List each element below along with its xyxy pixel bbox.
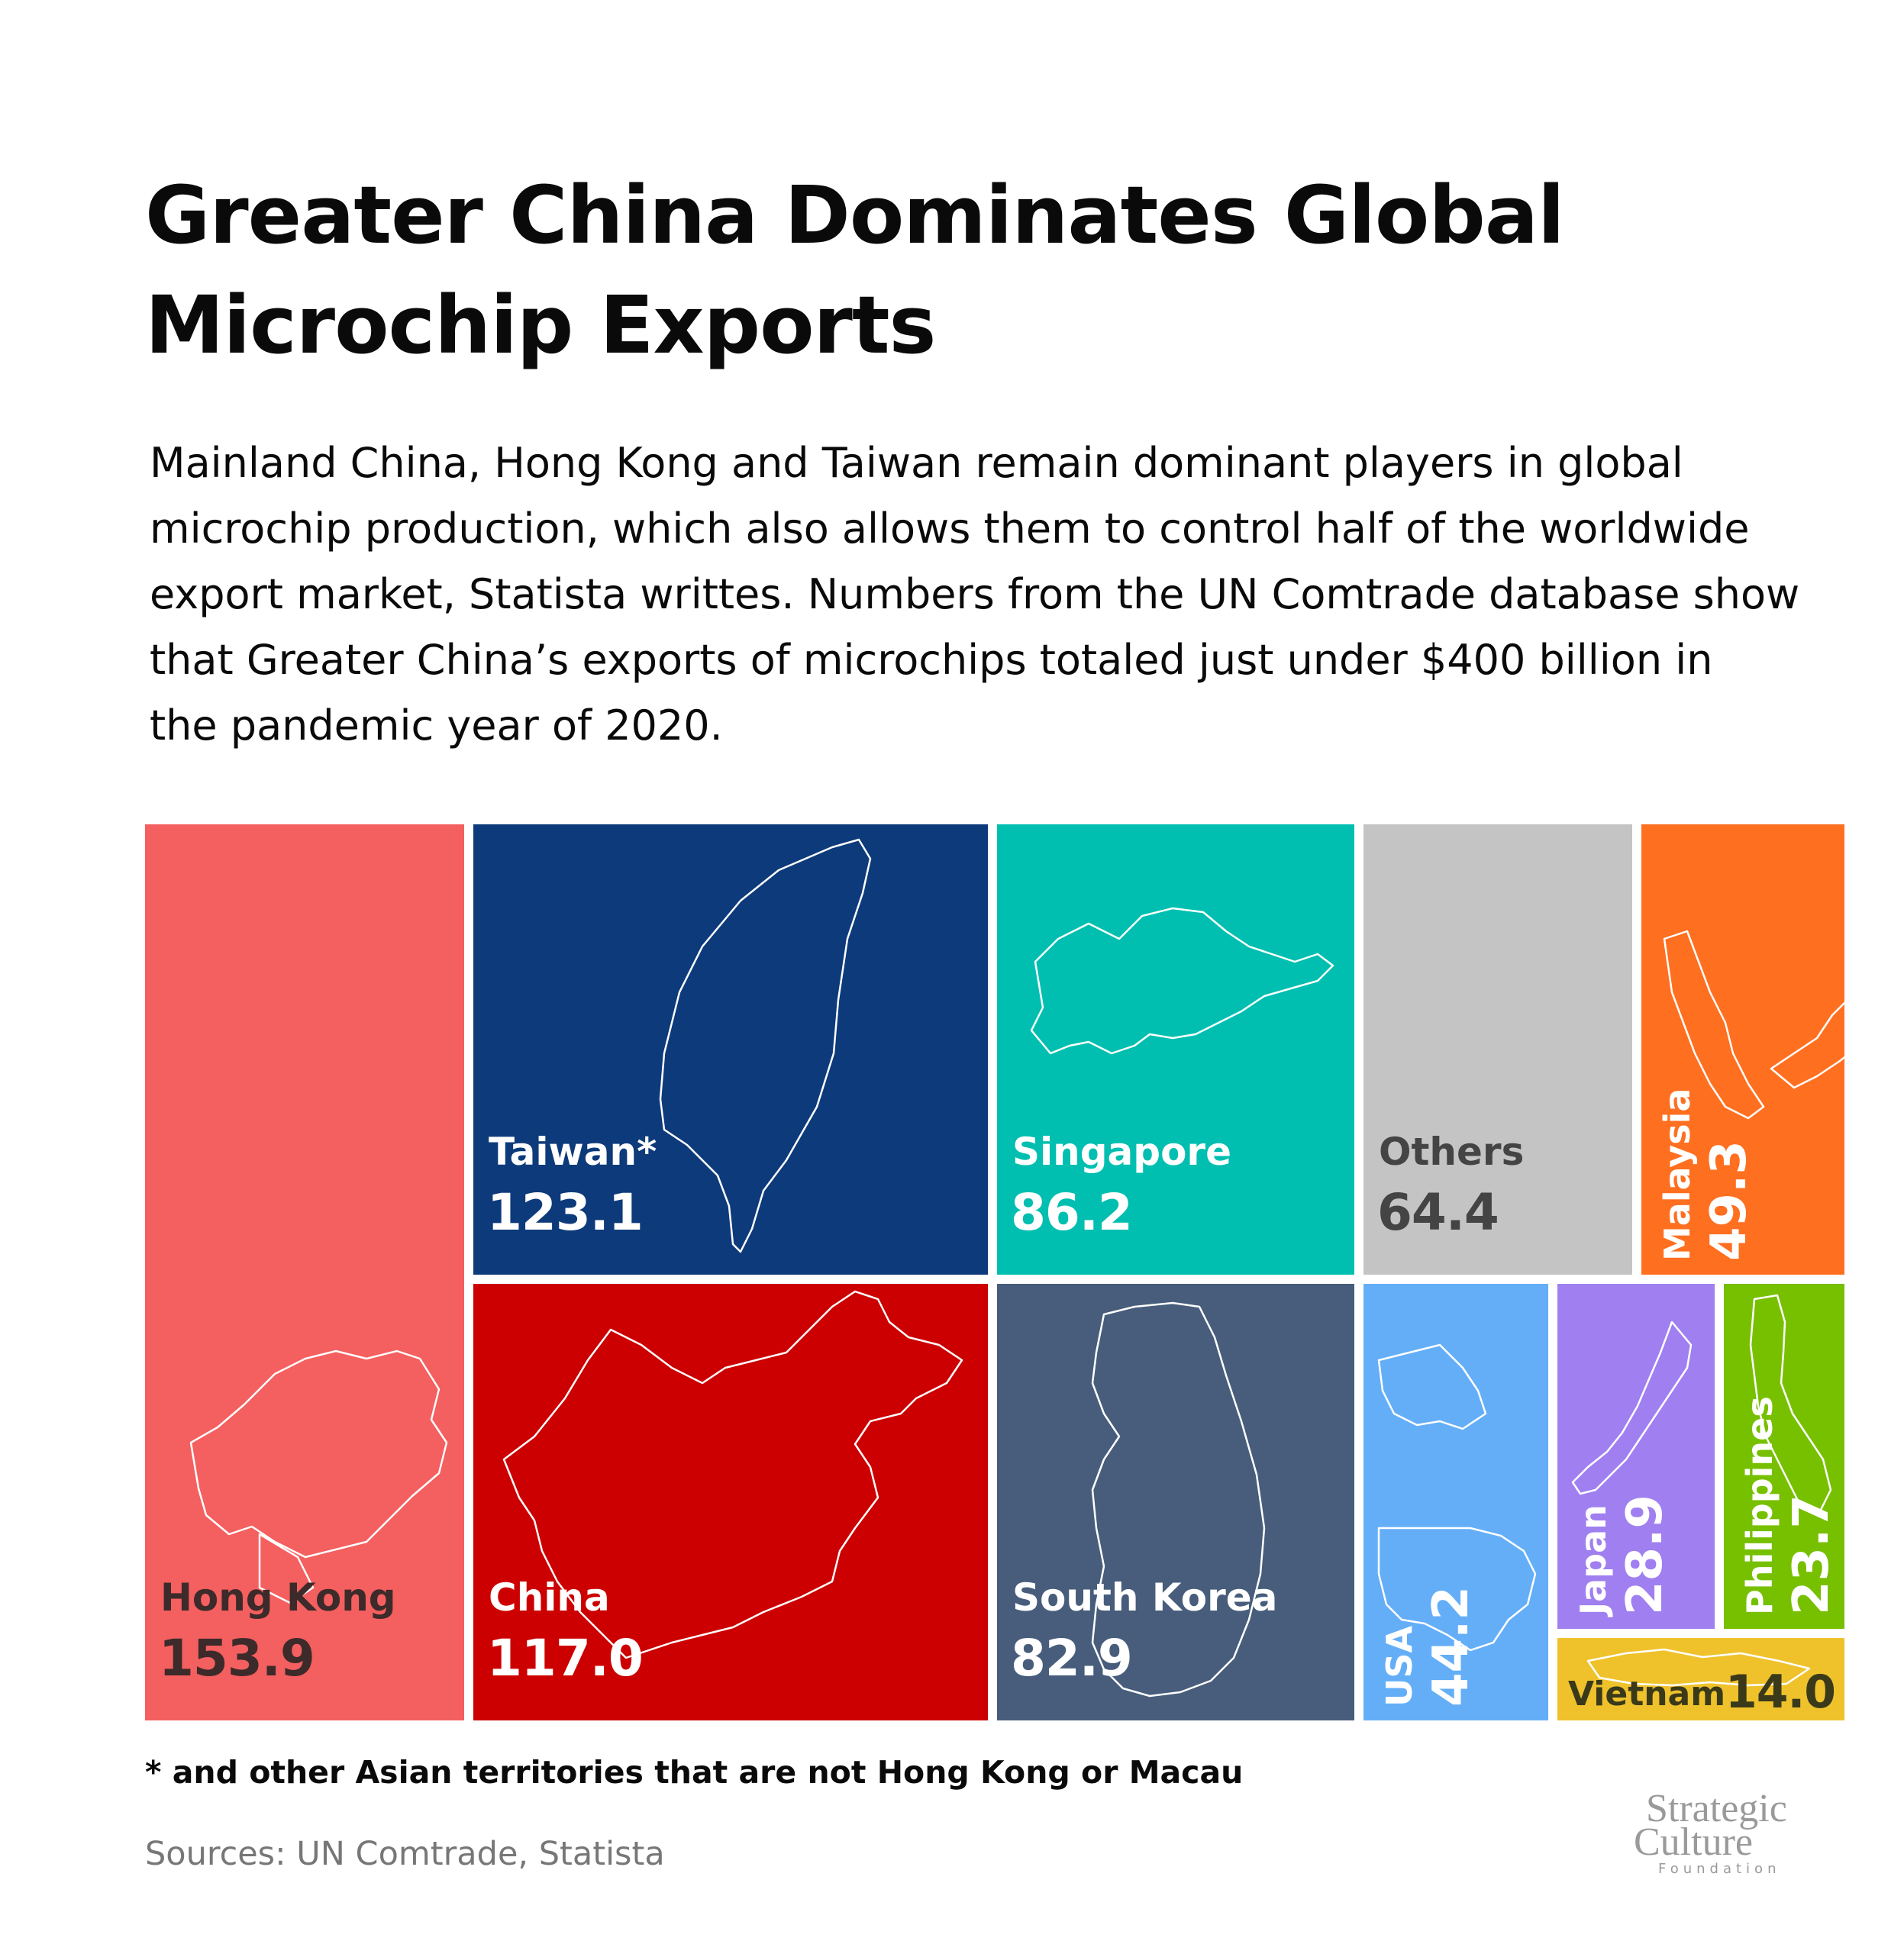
subtitle-line: the pandemic year of 2020. bbox=[150, 701, 723, 750]
map-outline-path bbox=[502, 1290, 963, 1659]
map-outline-path bbox=[659, 838, 872, 1253]
tile-value: 153.9 bbox=[159, 1629, 315, 1688]
tile-value: 23.7 bbox=[1783, 1495, 1840, 1615]
tile-value: 123.1 bbox=[487, 1183, 644, 1242]
tile-name: Philippines bbox=[1739, 1396, 1780, 1615]
tile-name: Taiwan* bbox=[489, 1130, 657, 1174]
map-outline-hong-kong bbox=[189, 1349, 448, 1604]
chart-subtitle: Mainland China, Hong Kong and Taiwan rem… bbox=[150, 430, 1837, 759]
tile-value: 117.0 bbox=[487, 1629, 644, 1688]
subtitle-line: microchip production, which also allows … bbox=[150, 505, 1750, 553]
tile-singapore: Singapore 86.2 bbox=[997, 824, 1354, 1275]
tile-name: Others bbox=[1379, 1130, 1525, 1174]
tile-value: 82.9 bbox=[1011, 1629, 1133, 1688]
tile-value: 49.3 bbox=[1701, 1140, 1757, 1261]
tile-value: 86.2 bbox=[1011, 1183, 1133, 1242]
tile-south-korea: South Korea 82.9 bbox=[997, 1284, 1354, 1720]
logo-line-2: Culture bbox=[1634, 1820, 1753, 1864]
tile-name: Malaysia bbox=[1657, 1088, 1698, 1261]
tile-name: Japan bbox=[1573, 1504, 1614, 1615]
tile-name: Hong Kong bbox=[160, 1575, 396, 1620]
tile-value: 14.0 bbox=[1725, 1665, 1836, 1719]
chart-title: Greater China Dominates Global Microchip… bbox=[145, 160, 1825, 380]
map-outline-malaysia bbox=[1663, 930, 1844, 1120]
title-line-1: Greater China Dominates Global bbox=[145, 169, 1565, 262]
subtitle-line: that Greater China’s exports of microchi… bbox=[150, 636, 1713, 684]
map-outline-path bbox=[1586, 1648, 1811, 1687]
map-outline-taiwan bbox=[659, 838, 872, 1253]
tile-usa: USA 44.2 bbox=[1363, 1284, 1548, 1720]
footnote: * and other Asian territories that are n… bbox=[145, 1754, 1244, 1791]
subtitle-line: export market, Statista writtes. Numbers… bbox=[150, 570, 1800, 618]
map-outline-path bbox=[1571, 1320, 1693, 1495]
tile-china: China 117.0 bbox=[473, 1284, 988, 1720]
publisher-logo: Strategic Culture Foundation bbox=[1634, 1786, 1825, 1878]
map-outline-china bbox=[502, 1290, 963, 1659]
tile-hong-kong: Hong Kong 153.9 bbox=[145, 824, 464, 1720]
map-outline-singapore bbox=[1030, 907, 1334, 1055]
tile-vietnam: Vietnam 14.0 bbox=[1557, 1638, 1844, 1720]
tile-name: Vietnam bbox=[1568, 1675, 1726, 1714]
map-outline-path bbox=[1377, 1343, 1537, 1652]
map-outline-path bbox=[1030, 907, 1334, 1055]
tile-malaysia: Malaysia 49.3 bbox=[1641, 824, 1844, 1275]
map-outline-usa bbox=[1377, 1343, 1537, 1652]
tile-name: China bbox=[489, 1575, 610, 1620]
map-outline-vietnam bbox=[1586, 1648, 1811, 1687]
logo-line-1: Strategic bbox=[1646, 1787, 1787, 1830]
logo-line-3: Foundation bbox=[1658, 1861, 1781, 1877]
tile-taiwan: Taiwan* 123.1 bbox=[473, 824, 988, 1275]
tile-name: Singapore bbox=[1012, 1130, 1231, 1174]
tile-name: USA bbox=[1379, 1625, 1420, 1707]
subtitle-line: Mainland China, Hong Kong and Taiwan rem… bbox=[150, 439, 1683, 487]
map-outline-south-korea bbox=[1091, 1301, 1266, 1698]
tile-name: South Korea bbox=[1012, 1575, 1278, 1620]
tile-value: 64.4 bbox=[1377, 1183, 1499, 1242]
tile-value: 28.9 bbox=[1617, 1495, 1673, 1615]
sources-note: Sources: UN Comtrade, Statista bbox=[145, 1835, 665, 1873]
title-line-2: Microchip Exports bbox=[145, 279, 936, 372]
map-outline-path bbox=[1663, 930, 1844, 1120]
tile-value: 44.2 bbox=[1423, 1586, 1480, 1707]
map-outline-path bbox=[1091, 1301, 1266, 1698]
map-outline-philippines bbox=[1749, 1294, 1832, 1514]
map-outline-japan bbox=[1571, 1320, 1693, 1495]
tile-philippines: Philippines 23.7 bbox=[1724, 1284, 1844, 1629]
tile-others: Others 64.4 bbox=[1363, 824, 1632, 1275]
tile-japan: Japan 28.9 bbox=[1557, 1284, 1715, 1629]
map-outline-path bbox=[1749, 1294, 1832, 1514]
map-outline-path bbox=[189, 1349, 448, 1604]
